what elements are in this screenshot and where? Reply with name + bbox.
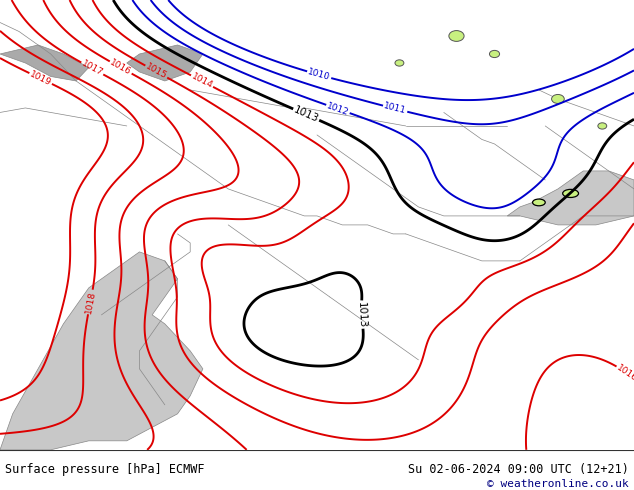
Text: 1016: 1016 [108, 58, 133, 77]
Ellipse shape [563, 189, 578, 197]
Polygon shape [507, 171, 634, 225]
Text: 1017: 1017 [80, 59, 105, 78]
Text: 1014: 1014 [190, 72, 214, 91]
Text: 1016: 1016 [615, 363, 634, 383]
Circle shape [449, 30, 464, 41]
Text: 1013: 1013 [292, 105, 320, 124]
Polygon shape [0, 252, 203, 450]
Polygon shape [0, 45, 89, 81]
Circle shape [598, 123, 607, 129]
Text: © weatheronline.co.uk: © weatheronline.co.uk [487, 479, 629, 489]
Text: 1012: 1012 [326, 101, 350, 117]
Text: Surface pressure [hPa] ECMWF: Surface pressure [hPa] ECMWF [5, 463, 205, 476]
Circle shape [552, 95, 564, 103]
Ellipse shape [533, 199, 545, 206]
Text: 1015: 1015 [144, 62, 169, 81]
Text: 1013: 1013 [356, 301, 367, 328]
Polygon shape [127, 45, 203, 81]
Text: 1011: 1011 [383, 101, 408, 116]
Text: 1018: 1018 [84, 290, 97, 314]
Text: 1019: 1019 [29, 70, 53, 88]
Text: Su 02-06-2024 09:00 UTC (12+21): Su 02-06-2024 09:00 UTC (12+21) [408, 463, 629, 476]
Circle shape [395, 60, 404, 66]
Circle shape [489, 50, 500, 58]
Text: 1010: 1010 [307, 68, 332, 82]
